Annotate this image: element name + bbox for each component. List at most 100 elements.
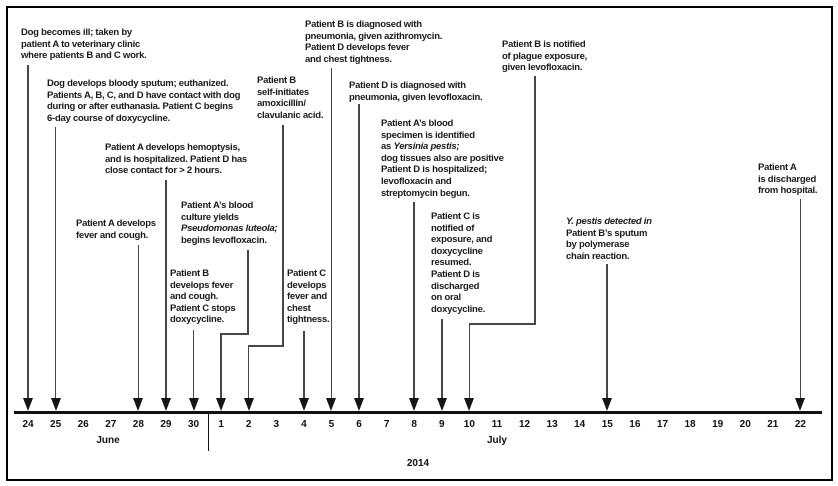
event-text-line: given levofloxacin. <box>502 62 587 74</box>
tick-label-july-4: 4 <box>301 419 307 430</box>
event-text-segment: specimen is identified <box>381 129 475 141</box>
event-connector-segment <box>303 331 305 401</box>
event-text-segment: Dog becomes ill; taken by <box>21 27 132 38</box>
event-text-line: specimen is identified <box>381 130 504 142</box>
event-text-line: 6-day course of doxycycline. <box>47 113 240 125</box>
event-patient-b-pneumonia: Patient B is diagnosed with pneumonia, gi… <box>305 19 442 65</box>
event-text-line: from hospital. <box>758 185 818 197</box>
event-text-segment: develops <box>287 279 327 291</box>
event-connector-segment <box>358 104 360 401</box>
event-text-line: Patient A develops hemoptysis, <box>105 142 247 154</box>
tick-label-july-10: 10 <box>463 419 475 430</box>
event-connector-segment <box>606 264 609 401</box>
event-patient-a-hemoptysis: Patient A develops hemoptysis, and is hos… <box>105 142 247 177</box>
event-text-segment: Patient A’s blood <box>381 118 454 129</box>
arrow-down-icon <box>50 398 61 411</box>
event-text-line: and cough. <box>170 291 235 303</box>
event-text-line: Patient B is notified <box>502 39 587 51</box>
event-text-line: pneumonia, given levofloxacin. <box>349 91 483 104</box>
event-text-segment: Patient A develops <box>76 218 156 229</box>
event-text-line: Patient A <box>758 162 817 174</box>
event-text-segment: develops fever <box>170 279 234 291</box>
event-text-segment: Patient A’s blood <box>181 200 254 211</box>
tick-label-july-19: 19 <box>712 419 724 430</box>
event-connector-segment <box>468 324 471 401</box>
event-text-segment: Patient B is notified <box>502 39 586 50</box>
event-text-segment: Patient B <box>170 268 209 279</box>
tick-label-july-2: 2 <box>245 419 252 430</box>
event-text-line: begins levofloxacin. <box>181 235 277 247</box>
tick-label-july-18: 18 <box>684 419 696 430</box>
event-text-segment: during or after euthanasia. Patient C be… <box>47 101 233 113</box>
event-text-line: Pseudomonas luteola; <box>181 223 278 235</box>
event-text-line: exposure, and <box>431 234 492 246</box>
tick-label-june-24: 24 <box>22 419 34 430</box>
event-connector-segment <box>247 250 249 334</box>
event-text-segment: pneumonia, given azithromycin. <box>305 30 443 42</box>
event-text-segment: where patients B and C work. <box>21 50 147 62</box>
arrow-down-icon <box>188 398 199 411</box>
event-connector-segment <box>165 180 167 401</box>
tick-label-june-25: 25 <box>50 419 62 430</box>
event-patient-a-fever: Patient A develops fever and cough. <box>76 218 156 241</box>
event-connector-segment <box>27 65 29 401</box>
event-text-line: of plague exposure, <box>502 51 587 63</box>
tick-label-july-12: 12 <box>518 419 531 430</box>
event-text-segment: pneumonia, given levofloxacin. <box>349 91 483 103</box>
event-yersinia-identified: Patient A’s blood specimen is identified a… <box>381 118 504 199</box>
event-text-segment: as <box>381 141 394 153</box>
arrow-down-icon <box>795 398 806 411</box>
event-text-segment: Patient D is hospitalized; <box>381 164 487 176</box>
event-text-segment: amoxicillin/ <box>257 98 306 110</box>
month-label-june: June <box>96 435 120 446</box>
event-text-line: levofloxacin and <box>381 176 504 188</box>
event-text-segment: is discharged <box>758 173 816 185</box>
tick-label-june-28: 28 <box>132 419 144 430</box>
event-text-segment: Patient C <box>287 268 326 279</box>
event-text-segment: Patient C is <box>431 211 480 222</box>
event-text-segment: Patient A <box>758 162 797 173</box>
arrow-down-icon <box>354 398 365 411</box>
month-label-july: July <box>486 435 507 446</box>
event-text-line: Patient A develops <box>76 218 156 230</box>
event-connector-segment <box>192 330 195 401</box>
event-text-line: chain reaction. <box>566 251 652 263</box>
tick-label-july-7: 7 <box>383 419 390 430</box>
event-text-line: Patient D is diagnosed with <box>349 80 482 92</box>
event-text-line: Patient B’s sputum <box>566 228 652 240</box>
event-text-segment: 6-day course of doxycycline. <box>47 112 170 124</box>
event-text-line: Patient A’s blood <box>181 200 277 212</box>
event-text-line: dog tissues also are positive <box>381 153 504 165</box>
event-dog-euthanized: Dog develops bloody sputum; euthanized. P… <box>47 78 240 124</box>
arrow-down-icon <box>23 398 33 411</box>
event-text-line: clavulanic acid. <box>257 110 323 122</box>
event-text-segment: Patient A develops hemoptysis, <box>105 142 240 153</box>
event-connector-segment <box>247 346 250 401</box>
event-text-segment: doxycycline. <box>431 303 486 315</box>
arrow-down-icon <box>436 398 447 411</box>
event-text-line: Patient C is <box>431 211 492 223</box>
event-text-line: Patient D is <box>431 269 492 281</box>
event-text-segment: patient A to veterinary clinic <box>21 38 141 50</box>
event-text-line: amoxicillin/ <box>257 98 323 110</box>
event-text-segment: tightness. <box>287 314 330 326</box>
tick-label-july-14: 14 <box>574 419 586 430</box>
event-dog-becomes-ill: Dog becomes ill; taken by patient A to ve… <box>21 27 147 62</box>
event-text-segment: Patients A, B, C, and D have contact wit… <box>47 89 241 101</box>
event-connector-segment <box>247 345 284 347</box>
event-text-segment: on oral <box>431 292 461 304</box>
event-text-segment: and is hospitalized. Patient D has <box>105 153 247 165</box>
event-patient-c-notified: Patient C is notified of exposure, and doxy… <box>431 211 492 315</box>
arrow-down-icon <box>464 398 475 411</box>
event-text-segment: of plague exposure, <box>502 50 587 62</box>
event-patient-b-notified: Patient B is notified of plague exposure,… <box>502 39 587 74</box>
event-text-line: Patient B <box>170 268 235 280</box>
event-text-line: Patient D is hospitalized; <box>381 164 504 176</box>
event-text-segment: Patient D is diagnosed with <box>349 80 466 91</box>
event-text-segment: doxycycline <box>431 245 483 257</box>
event-text-line: by polymerase <box>566 239 652 251</box>
event-y-pestis-pcr: Y. pestis detected in Patient B’s sputum b… <box>566 216 652 262</box>
event-text-segment: resumed. <box>431 257 472 269</box>
